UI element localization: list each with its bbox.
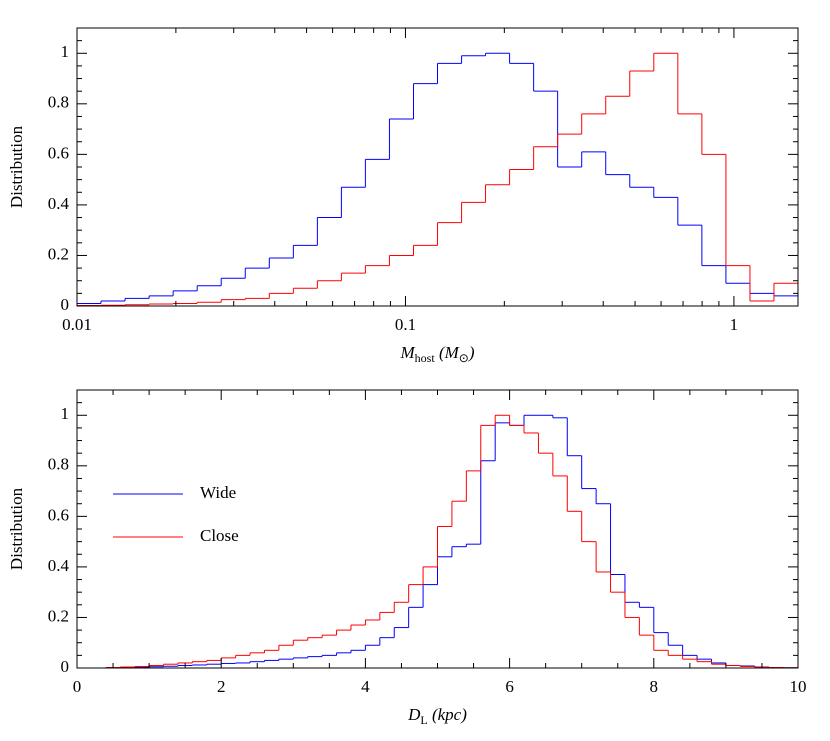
y-tick-label: 0.6 <box>48 505 69 524</box>
x-label-subscript: host <box>415 351 436 365</box>
y-tick-label: 0.4 <box>48 194 70 213</box>
x-tick-label: 0 <box>73 677 82 696</box>
y-tick-label: 0 <box>61 657 70 676</box>
y-tick-label: 1 <box>61 42 70 61</box>
x-tick-label: 1 <box>730 315 739 334</box>
step-connector <box>105 415 785 668</box>
panel: 0 2 4 6 8 10 0 0.2 0.4 0.6 0.8 1 Distribution DL​ (kp… <box>7 389 807 727</box>
y-tick-label: 1 <box>61 404 70 423</box>
x-tick-label: 2 <box>217 677 226 696</box>
x-label-text: ) <box>468 343 475 362</box>
x-label-text: (kpc) <box>428 705 468 724</box>
y-tick-label: 0 <box>61 295 70 314</box>
x-tick-label: 8 <box>650 677 659 696</box>
x-label-text: (M <box>435 343 460 362</box>
y-tick-label: 0.4 <box>48 556 70 575</box>
x-tick-label: 0.01 <box>62 315 92 334</box>
step-connector <box>100 53 775 304</box>
histogram-series <box>77 414 798 668</box>
y-tick-label: 0.2 <box>48 606 69 625</box>
y-axis-label: Distribution <box>7 125 26 208</box>
histogram-series <box>77 52 798 306</box>
y-tick-label: 0.8 <box>48 93 69 112</box>
y-tick-label: 0.8 <box>48 455 69 474</box>
x-label-text: D <box>407 705 421 724</box>
histogram-series <box>77 52 798 304</box>
x-label-subscript: L <box>420 713 427 727</box>
x-label-text: M <box>400 343 416 362</box>
x-axis-label: Mhost​ (M⊙​) <box>400 343 475 365</box>
x-tick-label: 10 <box>790 677 807 696</box>
step-connector <box>105 415 785 668</box>
x-axis-label: DL​ (kpc) <box>407 705 467 727</box>
step-connector <box>100 53 775 306</box>
y-tick-label: 0.6 <box>48 143 69 162</box>
y-axis-label: Distribution <box>7 487 26 570</box>
legend-label: Close <box>200 526 239 545</box>
x-tick-label: 4 <box>361 677 370 696</box>
x-tick-label: 6 <box>505 677 514 696</box>
x-label-subscript: ⊙ <box>459 351 469 365</box>
legend-label: Wide <box>200 483 236 502</box>
x-tick-label: 0.1 <box>395 315 416 334</box>
y-tick-label: 0.2 <box>48 244 69 263</box>
panel: 0.010.1100.20.40.60.81DistributionMhost​… <box>7 27 799 365</box>
